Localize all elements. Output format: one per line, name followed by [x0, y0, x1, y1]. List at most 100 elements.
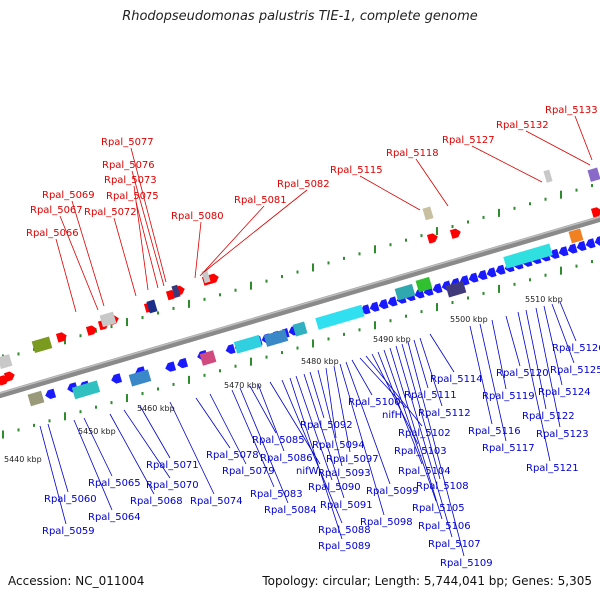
forward-gene — [449, 228, 461, 239]
upper-tick — [234, 288, 237, 292]
upper-gene-label: Rpal_5073 — [104, 175, 157, 186]
gene-features — [0, 167, 600, 407]
forward-gene — [85, 325, 97, 336]
lower-leader-line — [505, 315, 521, 367]
lower-leader-line — [309, 371, 325, 419]
reverse-gene — [549, 248, 560, 259]
lower-leader-line — [195, 397, 231, 449]
scale-label: 5460 kbp — [137, 404, 175, 413]
lower-tick — [110, 401, 113, 405]
lower-tick — [17, 428, 20, 432]
upper-gene-label: Rpal_5077 — [101, 137, 154, 148]
upper-gene-label: Rpal_5127 — [442, 135, 495, 146]
scale-label: 5490 kbp — [373, 335, 411, 344]
lower-leader-line — [351, 359, 373, 396]
upper-tick — [436, 227, 438, 236]
reverse-gene — [468, 272, 479, 283]
lower-gene-label: Rpal_5068 — [130, 496, 183, 507]
upper-gene-label: Rpal_5081 — [234, 195, 287, 206]
lower-tick — [405, 314, 407, 318]
lower-tick — [157, 387, 159, 391]
upper-leader-line — [525, 130, 591, 166]
genome-title: Rhodopseudomonas palustris TIE-1, comple… — [122, 9, 478, 24]
lower-leader-line — [303, 373, 345, 499]
gene-domain-box — [292, 321, 308, 337]
lower-gene-label: Rpal_5089 — [318, 541, 371, 552]
forward-gene — [55, 332, 67, 343]
lower-gene-label: Rpal_5093 — [318, 468, 371, 479]
upper-leader-line — [59, 215, 99, 311]
lower-gene-label: Rpal_5065 — [88, 478, 141, 489]
lower-tick — [436, 303, 438, 312]
lower-gene-label: Rpal_5124 — [538, 387, 591, 398]
lower-gene-label: Rpal_5090 — [308, 482, 361, 493]
lower-leader-line — [123, 409, 171, 479]
lower-tick — [467, 296, 469, 300]
lower-leader-line — [333, 365, 351, 453]
lower-gene-label: Rpal_5105 — [412, 503, 465, 514]
scale-labels: 5440 kbp 5450 kbp 5460 kbp 5470 kbp 5480 kbp… — [4, 295, 563, 464]
lower-gene-label: Rpal_5104 — [398, 466, 451, 477]
upper-leader-line — [199, 205, 265, 277]
upper-leader-line — [113, 217, 137, 297]
accession-text: Accession: NC_011004 — [8, 574, 145, 588]
lower-gene-label: Rpal_5064 — [88, 512, 141, 523]
gene-domain-box — [128, 369, 152, 387]
lower-leader-line — [469, 325, 493, 425]
genome-summary-text: Topology: circular; Length: 5,744,041 bp… — [262, 574, 592, 588]
lower-leader-line — [407, 341, 465, 557]
gene-domain-box — [315, 304, 365, 330]
lower-tick — [544, 273, 547, 277]
lower-tick — [358, 328, 361, 332]
lower-tick — [529, 278, 531, 282]
lower-tick — [79, 410, 82, 414]
lower-tick — [327, 337, 330, 341]
lower-leader-line — [317, 369, 343, 467]
lower-gene-label: Rpal_5098 — [360, 517, 413, 528]
lower-gene-label: Rpal_5123 — [536, 429, 589, 440]
lower-gene-label: Rpal_5092 — [300, 420, 353, 431]
upper-gene-label: Rpal_5082 — [277, 179, 330, 190]
gene-domain-box — [568, 228, 584, 244]
reverse-gene — [378, 299, 389, 310]
lower-tick — [250, 357, 252, 366]
gene-domain-box — [0, 354, 13, 370]
upper-tick — [560, 190, 562, 199]
lower-leader-line — [209, 393, 247, 465]
gene-domain-box — [233, 334, 263, 354]
upper-tick — [529, 202, 531, 206]
lower-gene-label: Rpal_5112 — [418, 408, 471, 419]
lower-gene-label: Rpal_5102 — [398, 428, 451, 439]
lower-gene-label: Rpal_5088 — [318, 525, 371, 536]
lower-tick — [343, 332, 345, 336]
forward-gene — [426, 233, 438, 244]
upper-gene-labels: Rpal_5066 Rpal_5067 Rpal_5069 Rpal_5072 Rpal… — [26, 105, 598, 239]
lower-gene-label: Rpal_5079 — [222, 466, 275, 477]
lower-tick — [513, 282, 516, 286]
scale-label: 5440 kbp — [4, 455, 42, 464]
lower-tick — [265, 355, 268, 359]
upper-gene-label: Rpal_5075 — [106, 191, 159, 202]
upper-gene-label: Rpal_5132 — [496, 120, 549, 131]
gene-domain-box — [201, 269, 211, 284]
upper-tick — [157, 311, 159, 315]
upper-tick — [141, 316, 144, 320]
lower-tick — [296, 346, 299, 350]
lower-tick — [203, 373, 206, 377]
lower-tick — [591, 260, 593, 264]
lower-tick — [420, 310, 423, 314]
upper-tick — [79, 334, 82, 338]
lower-leader-line — [47, 423, 69, 493]
lower-leader-line — [83, 417, 113, 477]
lower-tick — [482, 291, 485, 295]
upper-tick — [95, 329, 97, 333]
lower-gene-label: Rpal_5120 — [496, 368, 549, 379]
lower-leader-line — [345, 361, 391, 485]
upper-leader-line — [203, 189, 308, 273]
lower-tick — [451, 301, 454, 305]
upper-gene-label: Rpal_5080 — [171, 211, 224, 222]
lower-gene-label: Rpal_5083 — [250, 489, 303, 500]
upper-tick — [513, 206, 516, 210]
upper-tick — [110, 325, 113, 329]
